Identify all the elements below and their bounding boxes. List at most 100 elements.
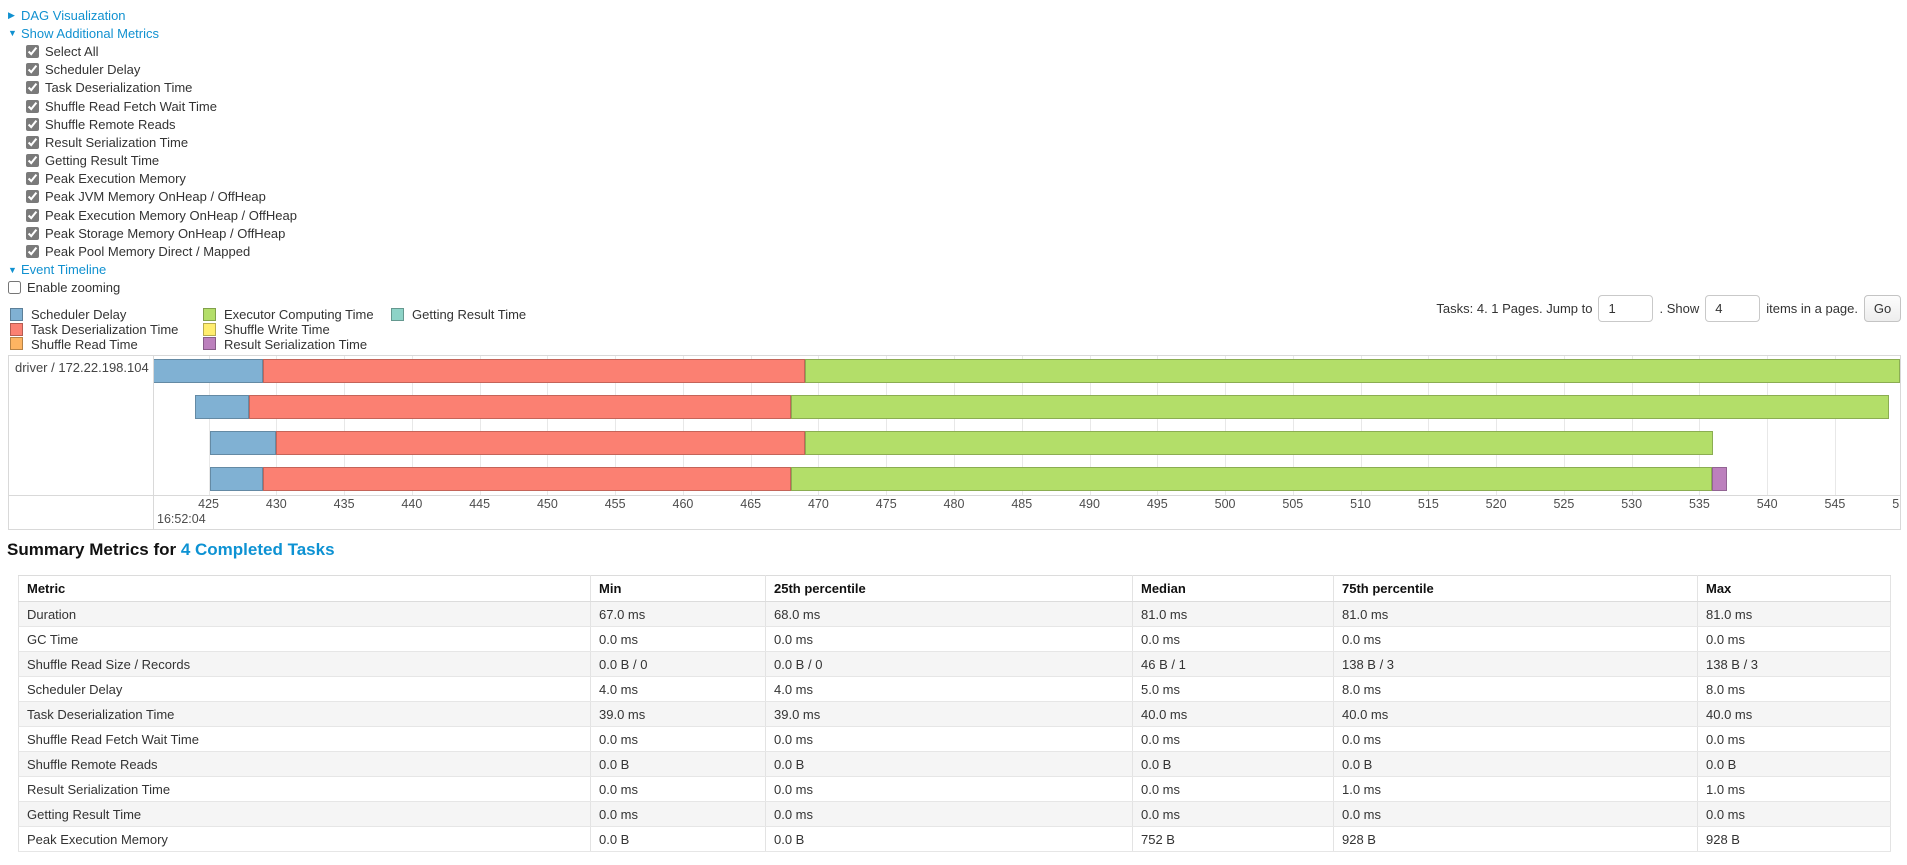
gridline — [411, 356, 413, 495]
task-segment-task-deserialization-time[interactable] — [262, 359, 805, 383]
table-cell: Shuffle Read Size / Records — [18, 651, 591, 677]
legend-column: Getting Result Time — [391, 307, 526, 351]
table-cell: GC Time — [18, 626, 591, 652]
show-additional-metrics-toggle[interactable]: ▼ Show Additional Metrics — [8, 24, 297, 42]
metric-checkbox[interactable] — [26, 226, 39, 240]
task-segment-executor-computing-time[interactable] — [804, 431, 1713, 455]
metric-checkbox-label: Peak Execution Memory — [45, 171, 186, 187]
event-timeline-label: Event Timeline — [21, 262, 107, 278]
table-cell: 40.0 ms — [1333, 701, 1698, 727]
gridline — [886, 356, 888, 495]
axis-tick-label: 510 — [1350, 497, 1372, 511]
task-segment-result-serialization-time[interactable] — [1711, 467, 1727, 491]
metric-checkbox[interactable] — [26, 99, 39, 113]
table-cell: 752 B — [1132, 826, 1334, 852]
axis-tick-label: 515 — [1417, 497, 1439, 511]
jump-to-page-input[interactable] — [1598, 294, 1654, 322]
metric-checkbox[interactable] — [26, 117, 39, 131]
task-segment-scheduler-delay[interactable] — [209, 431, 277, 455]
table-cell: Scheduler Delay — [18, 676, 591, 702]
metric-checkbox-row: Peak Execution Memory — [26, 170, 297, 188]
metric-checkbox-row: Peak Execution Memory OnHeap / OffHeap — [26, 206, 297, 224]
enable-zooming-checkbox[interactable] — [8, 281, 21, 295]
task-segment-executor-computing-time[interactable] — [804, 359, 1900, 383]
table-cell: 0.0 ms — [1132, 776, 1334, 802]
column-header: Max — [1697, 575, 1891, 602]
table-cell: 8.0 ms — [1697, 676, 1891, 702]
completed-tasks-link[interactable]: 4 Completed Tasks — [180, 540, 335, 559]
stage-controls: ▶ DAG Visualization ▼ Show Additional Me… — [8, 6, 297, 297]
table-cell: 81.0 ms — [1333, 601, 1698, 627]
table-cell: 39.0 ms — [590, 701, 766, 727]
legend-label: Scheduler Delay — [31, 306, 127, 322]
legend-item: Task Deserialization Time — [10, 322, 203, 337]
legend-swatch-icon — [203, 307, 216, 321]
legend-column: Executor Computing Time Shuffle Write Tim… — [203, 307, 391, 352]
legend-label: Result Serialization Time — [224, 336, 368, 352]
expanded-arrow-icon: ▼ — [8, 264, 17, 275]
items-per-page-input[interactable] — [1705, 294, 1761, 322]
gridline — [1021, 356, 1023, 495]
executor-group-label: driver / 172.22.198.104 — [15, 360, 149, 375]
expanded-arrow-icon: ▼ — [8, 28, 17, 39]
items-per-page-text: items in a page. — [1766, 300, 1858, 316]
task-segment-scheduler-delay[interactable] — [153, 359, 263, 383]
table-cell: 4.0 ms — [590, 676, 766, 702]
metric-checkbox-row: Peak Storage Memory OnHeap / OffHeap — [26, 224, 297, 242]
table-cell: 0.0 B — [1333, 751, 1698, 777]
task-segment-executor-computing-time[interactable] — [791, 467, 1712, 491]
show-additional-metrics-label: Show Additional Metrics — [21, 25, 160, 41]
legend-swatch-icon — [203, 322, 216, 336]
metric-checkbox-row: Task Deserialization Time — [26, 79, 297, 97]
table-cell: Peak Execution Memory — [18, 826, 591, 852]
table-cell: 0.0 ms — [1132, 801, 1334, 827]
go-button[interactable]: Go — [1864, 294, 1901, 322]
legend-label: Shuffle Read Time — [31, 336, 138, 352]
gridline — [344, 356, 346, 495]
metric-checkbox-row: Peak JVM Memory OnHeap / OffHeap — [26, 188, 297, 206]
metric-checkbox[interactable] — [26, 208, 39, 222]
table-row: Duration 67.0 ms 68.0 ms 81.0 ms 81.0 ms 81.0… — [18, 601, 1891, 627]
axis-major-time-label: 16:52:04 — [157, 512, 206, 526]
metric-checkbox[interactable] — [26, 172, 39, 186]
legend-swatch-icon — [10, 322, 23, 336]
table-row: GC Time 0.0 ms 0.0 ms 0.0 ms 0.0 ms 0.0 ms — [18, 626, 1891, 652]
axis-tick-label: 450 — [536, 497, 558, 511]
legend-swatch-icon — [10, 337, 23, 351]
task-segment-executor-computing-time[interactable] — [791, 395, 1890, 419]
table-cell: 0.0 ms — [1697, 726, 1891, 752]
table-cell: 81.0 ms — [1132, 601, 1334, 627]
metric-checkbox[interactable] — [26, 245, 39, 259]
axis-tick-label: 455 — [604, 497, 626, 511]
timeline-task-bar — [153, 395, 1900, 419]
table-row: Shuffle Remote Reads 0.0 B 0.0 B 0.0 B 0.0 B… — [18, 751, 1891, 777]
gridline — [1360, 356, 1362, 495]
dag-visualization-toggle[interactable]: ▶ DAG Visualization — [8, 6, 297, 24]
metric-checkbox[interactable] — [26, 190, 39, 204]
task-segment-task-deserialization-time[interactable] — [276, 431, 805, 455]
table-cell: 928 B — [1697, 826, 1891, 852]
table-cell: 40.0 ms — [1132, 701, 1334, 727]
metric-checkbox[interactable] — [26, 154, 39, 168]
metric-checkbox[interactable] — [26, 44, 39, 58]
axis-tick-label: 475 — [875, 497, 897, 511]
table-row: Task Deserialization Time 39.0 ms 39.0 ms 4… — [18, 701, 1891, 727]
metric-checkbox[interactable] — [26, 135, 39, 149]
table-row: Getting Result Time 0.0 ms 0.0 ms 0.0 ms 0.0… — [18, 801, 1891, 827]
heading-prefix: Summary Metrics for — [7, 540, 181, 559]
table-cell: Result Serialization Time — [18, 776, 591, 802]
axis-tick-label: 500 — [1214, 497, 1236, 511]
metric-checkbox[interactable] — [26, 63, 39, 77]
gridline — [1699, 356, 1701, 495]
task-segment-scheduler-delay[interactable] — [195, 395, 250, 419]
task-segment-task-deserialization-time[interactable] — [262, 467, 792, 491]
task-segment-scheduler-delay[interactable] — [209, 467, 263, 491]
event-timeline-toggle[interactable]: ▼ Event Timeline — [8, 261, 297, 279]
metric-checkbox[interactable] — [26, 81, 39, 95]
table-cell: 0.0 ms — [590, 801, 766, 827]
gridline — [276, 356, 278, 495]
table-row: Shuffle Read Size / Records 0.0 B / 0 0.0 … — [18, 651, 1891, 677]
task-segment-task-deserialization-time[interactable] — [249, 395, 792, 419]
timeline-plot-area: 425 430 435 440 445 450 455 460 465 470 475 480 485 4… — [153, 356, 1900, 529]
timeline-task-bar — [153, 467, 1900, 491]
